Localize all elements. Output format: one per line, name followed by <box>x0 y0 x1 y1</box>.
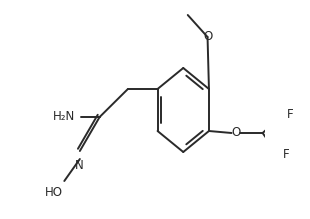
Text: F: F <box>287 108 294 122</box>
Text: H₂N: H₂N <box>53 111 76 124</box>
Text: HO: HO <box>45 186 63 199</box>
Text: O: O <box>203 30 212 44</box>
Text: F: F <box>283 148 290 161</box>
Text: O: O <box>231 127 241 140</box>
Text: N: N <box>75 159 83 172</box>
